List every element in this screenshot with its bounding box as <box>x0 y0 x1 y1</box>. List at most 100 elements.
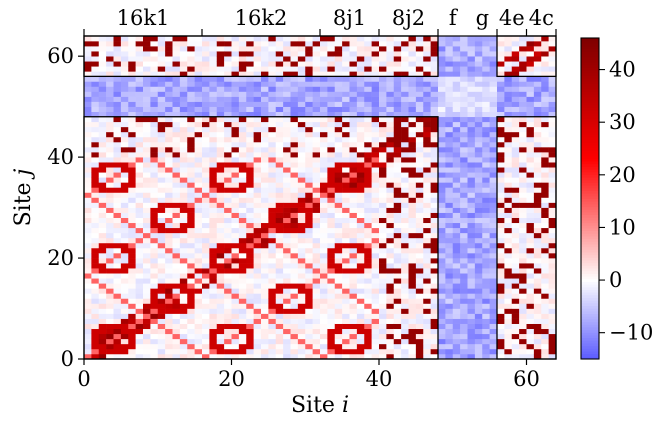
heatmap-cell <box>482 298 490 304</box>
heatmap-cell <box>253 268 262 274</box>
heatmap-cell <box>541 217 549 224</box>
heatmap-cell <box>393 333 402 340</box>
heatmap-cell <box>526 147 535 153</box>
heatmap-cell <box>548 96 557 102</box>
heatmap-cell <box>246 101 254 107</box>
region-label: 8j2 <box>392 6 425 30</box>
heatmap-cell <box>106 81 114 87</box>
heatmap-cell <box>128 207 136 213</box>
heatmap-cell <box>452 253 461 259</box>
heatmap-cell <box>379 157 387 163</box>
heatmap-cell <box>194 288 203 294</box>
heatmap-cell <box>467 353 476 360</box>
heatmap-cell <box>371 182 380 188</box>
heatmap-cell <box>238 91 247 97</box>
heatmap-cell <box>320 71 328 77</box>
heatmap-cell <box>371 46 380 52</box>
heatmap-cell <box>84 207 92 213</box>
heatmap-cell <box>275 136 284 143</box>
heatmap-cell <box>423 81 431 87</box>
heatmap-cell <box>408 36 417 42</box>
heatmap-cell <box>297 86 306 92</box>
heatmap-cell <box>430 76 439 82</box>
heatmap-cell <box>533 111 542 118</box>
heatmap-cell <box>187 91 195 97</box>
heatmap-cell <box>320 182 328 188</box>
heatmap-cell <box>238 121 247 128</box>
heatmap-cell <box>150 96 159 102</box>
heatmap-cell <box>356 308 365 314</box>
heatmap-cell <box>379 283 387 289</box>
heatmap-cell <box>452 227 461 234</box>
heatmap-cell <box>194 106 203 113</box>
heatmap-cell <box>312 222 321 229</box>
heatmap-cell <box>356 177 365 183</box>
heatmap-cell <box>401 96 409 102</box>
heatmap-cell <box>253 283 262 289</box>
heatmap-cell <box>246 212 254 218</box>
heatmap-cell <box>179 308 188 314</box>
heatmap-cell <box>438 258 446 264</box>
heatmap-cell <box>290 162 299 168</box>
heatmap-cell <box>253 81 262 87</box>
heatmap-cell <box>408 353 417 360</box>
heatmap-cell <box>305 121 313 128</box>
heatmap-cell <box>106 318 114 324</box>
heatmap-cell <box>460 222 468 229</box>
heatmap-cell <box>445 237 454 244</box>
heatmap-cell <box>268 232 277 239</box>
heatmap-cell <box>253 253 262 259</box>
heatmap-cell <box>157 61 166 67</box>
y-axis-label: Site j <box>11 168 36 226</box>
heatmap-cell <box>408 71 417 77</box>
heatmap-cell <box>157 71 166 77</box>
heatmap-cell <box>342 192 350 198</box>
heatmap-cell <box>511 232 520 239</box>
heatmap-cell <box>290 66 299 72</box>
heatmap-cell <box>91 283 100 289</box>
heatmap-cell <box>150 197 159 203</box>
colorbar-segment <box>581 243 599 248</box>
heatmap-cell <box>91 177 100 183</box>
heatmap-cell <box>408 207 417 213</box>
heatmap-cell <box>342 182 350 188</box>
heatmap-cell <box>415 227 424 234</box>
colorbar-segment <box>581 118 599 122</box>
heatmap-cell <box>246 172 254 178</box>
heatmap-cell <box>401 126 409 133</box>
heatmap-cell <box>364 298 372 304</box>
heatmap-cell <box>179 333 188 340</box>
heatmap-cell <box>504 263 513 269</box>
heatmap-cell <box>526 247 535 254</box>
heatmap-cell <box>253 46 262 52</box>
heatmap-cell <box>467 51 476 57</box>
heatmap-cell <box>120 217 129 224</box>
heatmap-cell <box>202 318 210 324</box>
heatmap-cell <box>445 91 454 97</box>
heatmap-cell <box>283 197 291 203</box>
heatmap-cell <box>320 101 328 107</box>
heatmap-cell <box>548 56 557 62</box>
heatmap-cell <box>489 56 498 62</box>
heatmap-cell <box>371 152 380 158</box>
heatmap-cell <box>356 328 365 335</box>
heatmap-cell <box>497 56 505 62</box>
heatmap-cell <box>445 61 454 67</box>
heatmap-cell <box>327 333 336 340</box>
heatmap-cell <box>401 288 409 294</box>
heatmap-cell <box>202 268 210 274</box>
heatmap-cell <box>268 157 277 163</box>
heatmap-cell <box>143 222 151 229</box>
heatmap-cell <box>91 192 100 198</box>
heatmap-cell <box>460 242 468 249</box>
heatmap-cell <box>268 177 277 183</box>
heatmap-cell <box>231 348 240 355</box>
heatmap-cell <box>91 353 100 360</box>
colorbar-segment <box>581 195 599 199</box>
heatmap-cell <box>209 147 218 153</box>
heatmap-cell <box>401 323 409 330</box>
heatmap-cell <box>187 288 195 294</box>
heatmap-cell <box>356 222 365 229</box>
heatmap-cell <box>128 172 136 178</box>
heatmap-cell <box>349 121 358 128</box>
